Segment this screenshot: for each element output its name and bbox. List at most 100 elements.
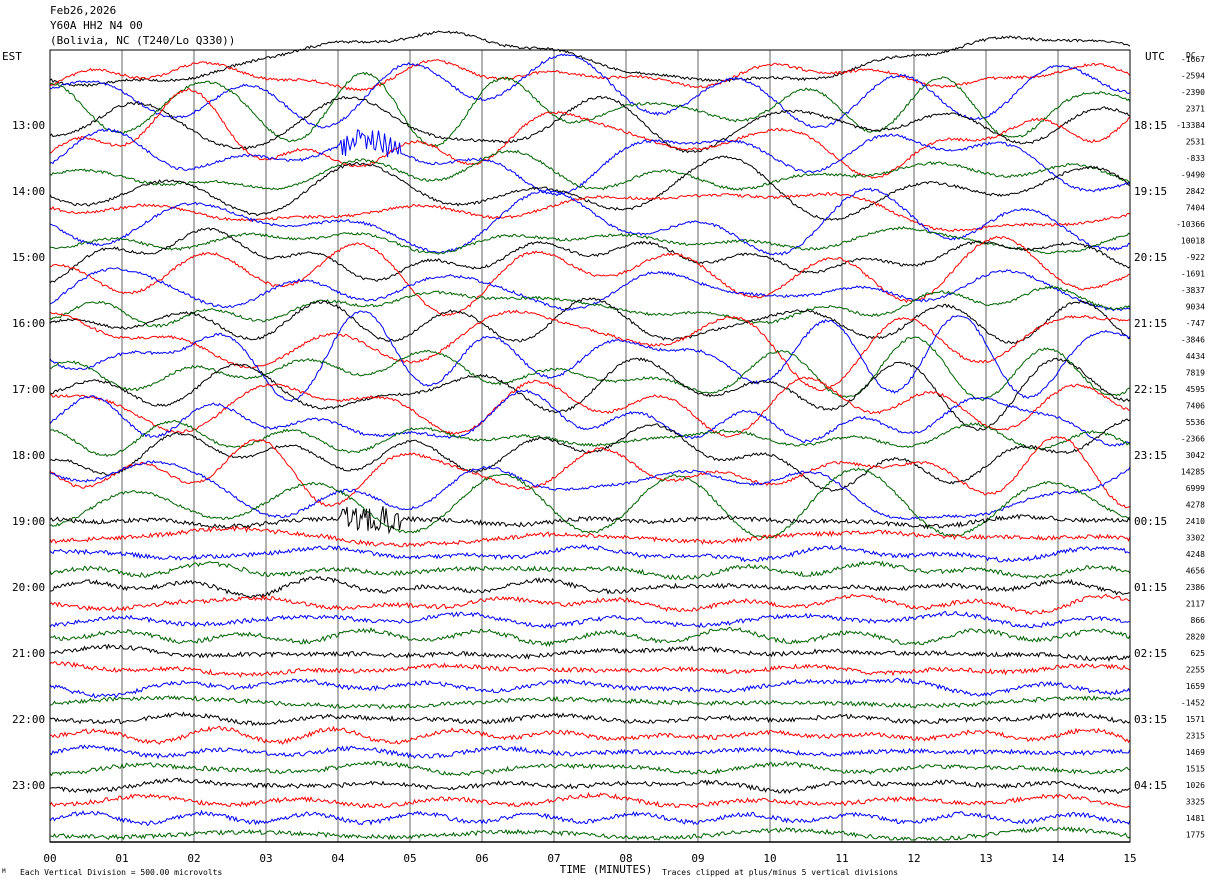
dc-offset-label: 2410 bbox=[1186, 517, 1205, 526]
est-hour-label: 20:00 bbox=[12, 581, 45, 594]
corner-mark: M bbox=[2, 868, 6, 875]
dc-offset-label: 5536 bbox=[1186, 418, 1205, 427]
trace-7 bbox=[49, 127, 1131, 197]
trace-5 bbox=[49, 95, 1131, 154]
dc-offset-label: -833 bbox=[1186, 154, 1205, 163]
dc-offset-label: -1691 bbox=[1181, 270, 1205, 279]
trace-9 bbox=[49, 155, 1131, 221]
time-tick-label: 14 bbox=[1051, 852, 1065, 865]
dc-offset-label: 7406 bbox=[1186, 402, 1205, 411]
trace-48 bbox=[49, 826, 1131, 842]
trace-28 bbox=[49, 467, 1131, 540]
time-tick-label: 10 bbox=[763, 852, 776, 865]
est-hour-label: 18:00 bbox=[12, 449, 45, 462]
est-hour-label: 14:00 bbox=[12, 185, 45, 198]
trace-40 bbox=[49, 694, 1131, 710]
dc-offset-label: 1571 bbox=[1186, 715, 1205, 724]
seismic-traces bbox=[49, 30, 1131, 842]
dc-offset-label: 1469 bbox=[1186, 748, 1205, 757]
time-tick-label: 04 bbox=[331, 852, 345, 865]
dc-offset-label: -2366 bbox=[1181, 435, 1205, 444]
dc-offset-label: -1452 bbox=[1181, 699, 1205, 708]
utc-axis-label: UTC bbox=[1145, 50, 1165, 63]
record-date: Feb26,2026 bbox=[50, 4, 117, 17]
dc-offset-label: -9490 bbox=[1181, 171, 1205, 180]
dc-offset-label: -2390 bbox=[1181, 88, 1205, 97]
dc-offset-label: 2842 bbox=[1186, 187, 1205, 196]
dc-offset-label: 1775 bbox=[1186, 831, 1205, 840]
utc-hour-label: 22:15 bbox=[1134, 383, 1167, 396]
dc-offset-label: 7404 bbox=[1186, 204, 1205, 213]
trace-35 bbox=[49, 610, 1131, 629]
trace-27 bbox=[49, 459, 1131, 520]
trace-17 bbox=[49, 297, 1131, 345]
dc-offset-label: 3302 bbox=[1186, 534, 1205, 543]
dc-offset-label: 2820 bbox=[1186, 633, 1205, 642]
utc-hour-label: 00:15 bbox=[1134, 515, 1167, 528]
time-tick-label: 13 bbox=[979, 852, 992, 865]
dc-offset-label: -1667 bbox=[1181, 55, 1205, 64]
trace-12 bbox=[49, 226, 1131, 255]
dc-offset-label: 6999 bbox=[1186, 484, 1205, 493]
trace-43 bbox=[49, 744, 1131, 760]
time-tick-label: 12 bbox=[907, 852, 920, 865]
dc-offset-label: 4248 bbox=[1186, 550, 1205, 559]
dc-offset-label: -2594 bbox=[1181, 72, 1205, 81]
trace-18 bbox=[49, 309, 1130, 392]
dc-offset-label: 2371 bbox=[1186, 105, 1205, 114]
time-tick-label: 05 bbox=[403, 852, 416, 865]
dc-offset-label: 2386 bbox=[1186, 583, 1205, 592]
dc-offset-label: -13384 bbox=[1176, 121, 1205, 130]
trace-38 bbox=[49, 661, 1131, 678]
trace-44 bbox=[49, 760, 1131, 777]
trace-37 bbox=[49, 643, 1131, 662]
time-axis-title: TIME (MINUTES) bbox=[560, 863, 653, 876]
trace-30 bbox=[49, 525, 1131, 548]
trace-34 bbox=[49, 593, 1131, 616]
est-hour-label: 17:00 bbox=[12, 383, 45, 396]
dc-offset-label: 4595 bbox=[1186, 385, 1205, 394]
est-hour-label: 22:00 bbox=[12, 713, 45, 726]
dc-offset-label: 866 bbox=[1191, 616, 1206, 625]
trace-46 bbox=[49, 791, 1131, 809]
est-axis-label: EST bbox=[2, 50, 22, 63]
est-hour-label: 21:00 bbox=[12, 647, 45, 660]
trace-32 bbox=[49, 560, 1131, 581]
trace-14 bbox=[49, 235, 1131, 317]
dc-offset-label: 2255 bbox=[1186, 666, 1205, 675]
trace-6 bbox=[49, 88, 1131, 180]
dc-offset-label: -747 bbox=[1186, 319, 1205, 328]
dc-offset-label: -10366 bbox=[1176, 220, 1205, 229]
utc-hour-label: 04:15 bbox=[1134, 779, 1167, 792]
time-tick-label: 00 bbox=[43, 852, 56, 865]
scale-note: Each Vertical Division = 500.00 microvol… bbox=[20, 868, 223, 877]
est-hour-label: 23:00 bbox=[12, 779, 45, 792]
trace-11 bbox=[49, 187, 1131, 256]
dc-label: DC bbox=[1186, 51, 1196, 60]
trace-16 bbox=[49, 285, 1131, 328]
trace-25 bbox=[49, 418, 1131, 492]
trace-21 bbox=[49, 357, 1131, 431]
utc-hour-label: 02:15 bbox=[1134, 647, 1167, 660]
dc-offset-label: 7819 bbox=[1186, 369, 1205, 378]
time-tick-label: 15 bbox=[1123, 852, 1136, 865]
time-tick-label: 01 bbox=[115, 852, 128, 865]
time-tick-label: 09 bbox=[691, 852, 704, 865]
station-channel: Y60A HH2 N4 00 bbox=[50, 19, 143, 32]
trace-33 bbox=[49, 575, 1131, 599]
trace-2 bbox=[49, 59, 1131, 92]
trace-42 bbox=[49, 725, 1131, 745]
dc-offset-label: -3846 bbox=[1181, 336, 1205, 345]
est-hour-label: 19:00 bbox=[12, 515, 45, 528]
trace-39 bbox=[49, 677, 1131, 699]
dc-offset-label: 14285 bbox=[1181, 468, 1205, 477]
dc-offset-label: 3325 bbox=[1186, 798, 1205, 807]
trace-26 bbox=[49, 436, 1131, 509]
trace-3 bbox=[49, 53, 1131, 129]
dc-offset-label: 2315 bbox=[1186, 732, 1205, 741]
utc-hour-label: 23:15 bbox=[1134, 449, 1167, 462]
clip-note: Traces clipped at plus/minus 5 vertical … bbox=[662, 868, 899, 877]
trace-10 bbox=[49, 192, 1131, 233]
utc-hour-label: 18:15 bbox=[1134, 119, 1167, 132]
trace-13 bbox=[49, 227, 1131, 284]
